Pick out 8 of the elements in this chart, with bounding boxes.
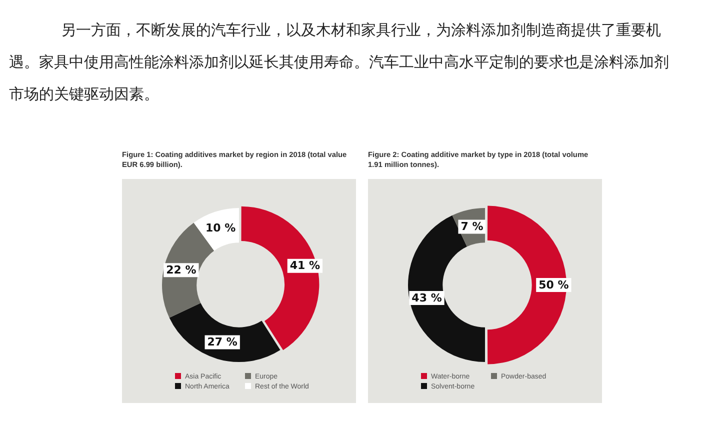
data-label: 7 % <box>460 220 484 234</box>
data-label: 43 % <box>412 291 442 304</box>
data-label: 50 % <box>538 278 569 292</box>
text: 另一方面，不断发展的汽车行业，以及木材和家具行业，为涂料添加剂制造商提供了重要机遇。家具中使用高性能涂料添加剂以延长其使用寿命。汽车工业中高水平定制的要求也是涂料添加剂市场的关键驱动因素。 <box>9 20 670 105</box>
data-label: 41 % <box>290 259 320 272</box>
data-label: 22 % <box>166 264 196 277</box>
data-label: 27 % <box>207 336 238 349</box>
data-label: 10 % <box>205 222 236 235</box>
